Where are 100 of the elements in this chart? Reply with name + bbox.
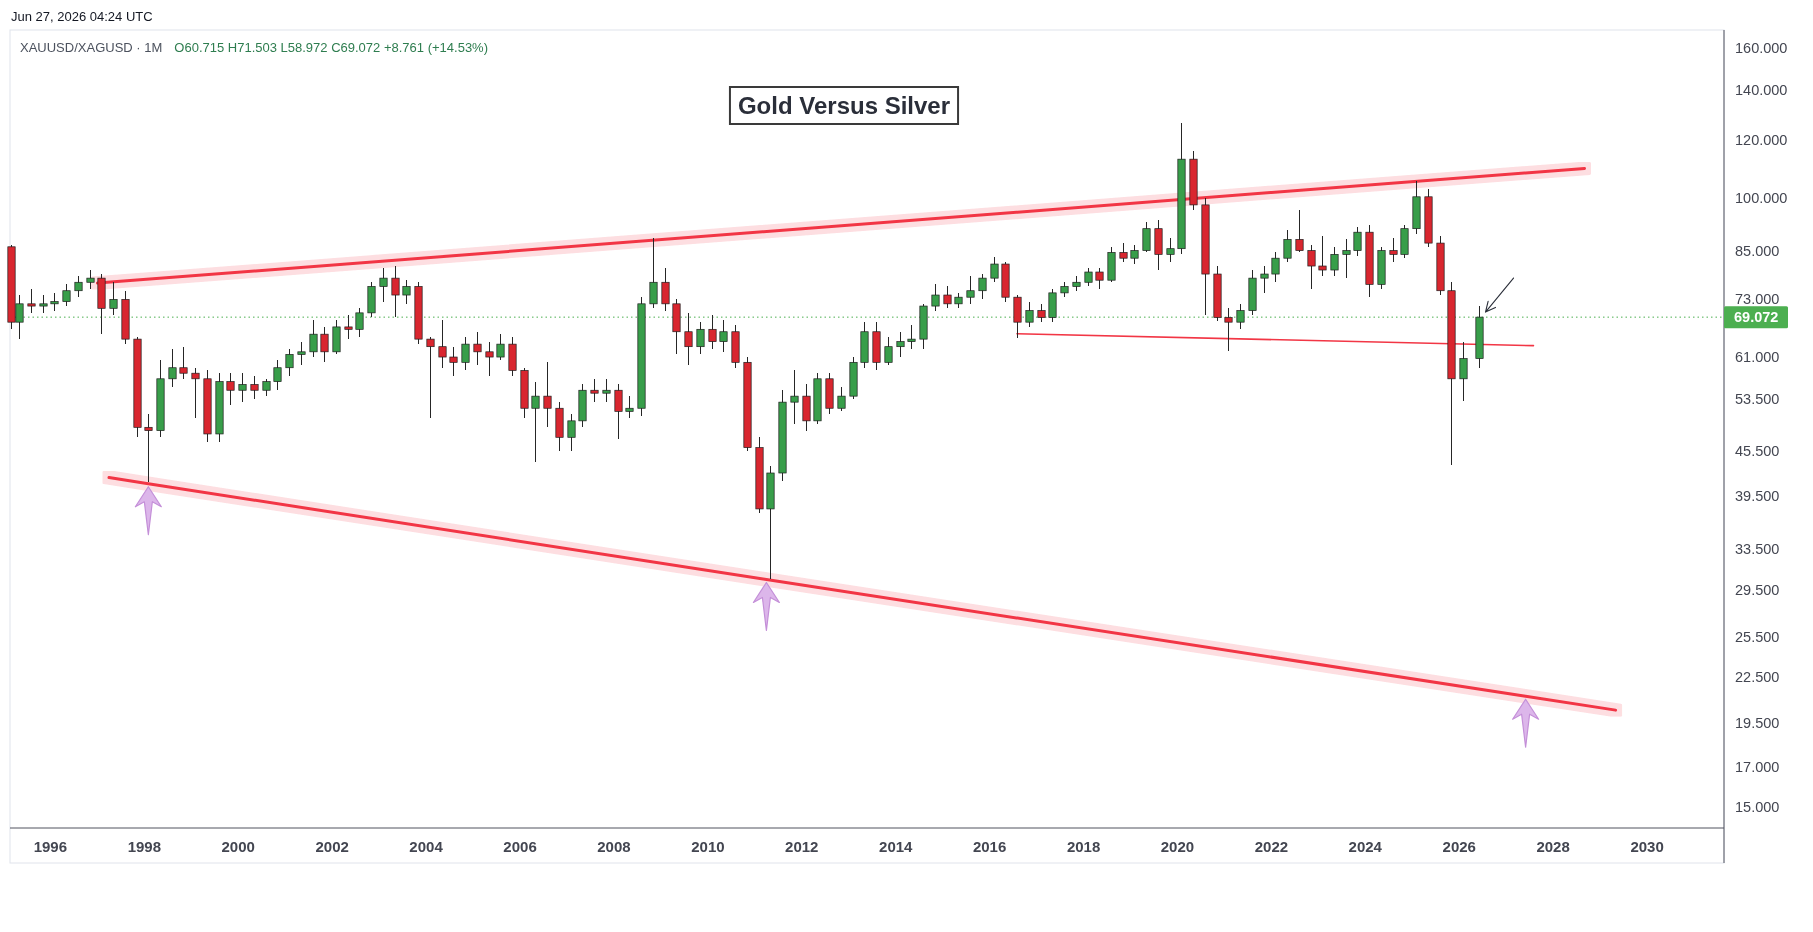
candlestick: [1318, 235, 1327, 277]
y-tick-label: 22.500: [1735, 669, 1780, 686]
y-tick-label: 85.000: [1735, 242, 1780, 259]
candlestick: [485, 340, 494, 377]
candlestick: [1353, 226, 1362, 258]
candlestick: [297, 340, 306, 366]
text: Gold Versus Silver: [737, 92, 951, 119]
candlestick: [1260, 265, 1269, 294]
candlestick: [473, 331, 482, 366]
y-tick-label: 73.000: [1735, 291, 1780, 308]
candlestick: [884, 335, 893, 366]
candlestick: [27, 287, 36, 314]
candlestick: [625, 395, 634, 419]
candlestick: [461, 335, 470, 372]
candlestick: [907, 323, 916, 350]
y-tick-label: 120.000: [1735, 131, 1788, 148]
x-tick-label: 2004: [409, 837, 444, 855]
x-tick-label: 2030: [1630, 837, 1664, 855]
candlestick: [896, 331, 905, 358]
ref-line-label: 69.072: [1734, 309, 1779, 326]
candlestick: [1130, 244, 1139, 265]
y-tick-label: 39.500: [1735, 488, 1780, 505]
candlestick: [391, 265, 400, 319]
x-tick-label: 2010: [691, 837, 725, 855]
candlestick: [1330, 246, 1339, 277]
candlestick: [379, 267, 388, 303]
candlestick: [191, 366, 200, 419]
candlestick: [531, 380, 540, 463]
candlestick: [1342, 238, 1351, 279]
candlestick: [402, 279, 411, 305]
candlestick: [1236, 303, 1245, 331]
x-tick-label: 1996: [33, 837, 68, 855]
y-tick-label: 45.500: [1735, 443, 1780, 460]
candlestick: [273, 358, 282, 392]
candlestick: [86, 269, 95, 290]
candlestick: [250, 375, 259, 400]
candlestick: [1459, 340, 1468, 402]
candlestick: [943, 285, 952, 310]
candlestick: [426, 335, 435, 419]
candlestick: [614, 383, 623, 440]
text: Jun 27, 2026 04:24 UTC: [11, 9, 153, 24]
y-tick-label: 140.000: [1735, 82, 1788, 99]
candlestick: [931, 283, 940, 312]
x-tick-label: 2024: [1348, 837, 1383, 855]
candlestick: [1037, 303, 1046, 323]
candlestick: [1271, 251, 1280, 284]
candlestick: [602, 378, 611, 403]
candlestick: [168, 348, 177, 389]
candlestick: [496, 333, 505, 361]
x-tick-label: 2028: [1536, 837, 1570, 855]
candlestick: [590, 378, 599, 403]
candlestick: [109, 281, 118, 316]
y-tick-label: 53.500: [1735, 391, 1780, 408]
x-tick-label: 2012: [785, 837, 819, 855]
candlestick: [978, 273, 987, 301]
candlestick: [649, 237, 658, 310]
x-tick-label: 2018: [1066, 837, 1101, 855]
text: XAUUSD/XAGUSD · 1M: [20, 40, 163, 55]
x-tick-label: 2014: [879, 837, 914, 855]
candlestick: [1283, 229, 1292, 263]
x-tick-label: 2000: [221, 837, 255, 855]
x-tick-label: 2022: [1254, 837, 1289, 855]
candlestick: [179, 345, 188, 380]
y-tick-label: 15.000: [1735, 799, 1780, 816]
candlestick: [661, 267, 670, 312]
y-tick-label: 100.000: [1735, 190, 1788, 207]
y-tick-label: 25.500: [1735, 628, 1780, 645]
candlestick: [449, 345, 458, 377]
candlestick: [790, 369, 799, 425]
y-tick-label: 61.000: [1735, 349, 1780, 366]
y-tick-label: 19.500: [1735, 715, 1780, 732]
candlestick: [696, 321, 705, 356]
candlestick: [1307, 244, 1316, 290]
candlestick: [719, 319, 728, 353]
candlestick: [708, 314, 717, 350]
y-tick-label: 160.000: [1735, 39, 1788, 56]
x-tick-label: 1998: [127, 837, 162, 855]
candlestick: [309, 319, 318, 358]
y-tick-label: 29.500: [1735, 582, 1780, 599]
line-series: [107, 476, 1618, 712]
candlestick: [966, 275, 975, 305]
candlestick: [320, 326, 329, 364]
candlestick: [1389, 236, 1398, 263]
candlestick: [1224, 307, 1233, 352]
candlestick: [144, 413, 153, 483]
y-tick-label: 33.500: [1735, 541, 1780, 558]
candlestick: [1142, 220, 1151, 254]
candlestick: [1095, 267, 1104, 290]
candlestick: [355, 307, 364, 338]
x-tick-label: 2006: [503, 837, 537, 855]
candlestick: [684, 312, 693, 366]
x-tick-label: 2008: [597, 837, 631, 855]
candlestick: [1119, 242, 1128, 263]
x-tick-label: 2016: [972, 837, 1007, 855]
candlestick: [226, 372, 235, 406]
candlestick: [567, 413, 576, 452]
x-tick-label: 2026: [1442, 837, 1476, 855]
y-tick-label: 17.000: [1735, 759, 1780, 776]
candlestick: [543, 361, 552, 429]
candlestick: [238, 372, 247, 403]
